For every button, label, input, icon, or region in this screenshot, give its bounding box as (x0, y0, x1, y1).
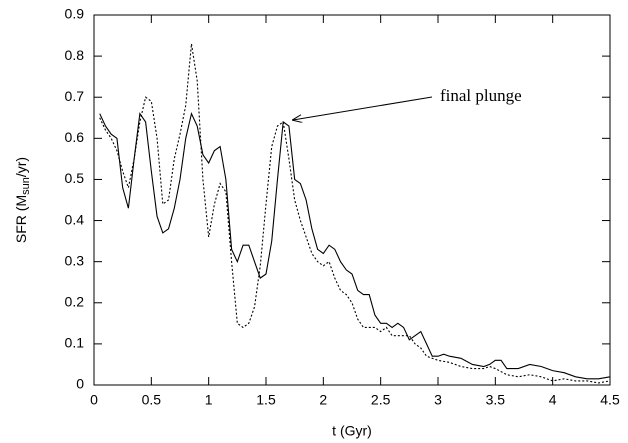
x-tick-label: 3 (434, 392, 442, 408)
x-tick-label: 1.5 (256, 392, 276, 408)
y-tick-label: 0.4 (65, 211, 85, 227)
x-tick-label: 2.5 (371, 392, 391, 408)
annotation-arrow (293, 96, 433, 120)
x-tick-label: 1 (205, 392, 213, 408)
y-tick-label: 0.6 (65, 129, 85, 145)
y-tick-label: 0 (76, 376, 84, 392)
series-line (99, 111, 611, 380)
y-label-end: /yr) (13, 157, 29, 177)
y-tick-label: 0.5 (65, 170, 85, 186)
y-tick-label: 0.3 (65, 252, 85, 268)
x-tick-label: 4.5 (600, 392, 620, 408)
y-label-sub: sun (20, 177, 32, 195)
y-tick-label: 0.2 (65, 293, 85, 309)
x-tick-label: 0 (90, 392, 98, 408)
series-line (99, 43, 611, 384)
x-tick-label: 3.5 (486, 392, 506, 408)
x-tick-label: 4 (549, 392, 557, 408)
y-tick-label: 0.8 (65, 47, 85, 63)
y-tick-label: 0.9 (65, 6, 85, 22)
x-tick-label: 2 (319, 392, 327, 408)
plot-frame (93, 14, 611, 386)
x-tick-label: 0.5 (142, 392, 162, 408)
y-axis-label: SFR (Msun/yr) (13, 157, 32, 243)
y-label-main: SFR (M (13, 195, 29, 243)
y-tick-label: 0.7 (65, 88, 85, 104)
y-tick-label: 0.1 (65, 335, 85, 351)
annotation: final plunge (440, 86, 522, 105)
x-axis-label: t (Gyr) (332, 423, 372, 439)
